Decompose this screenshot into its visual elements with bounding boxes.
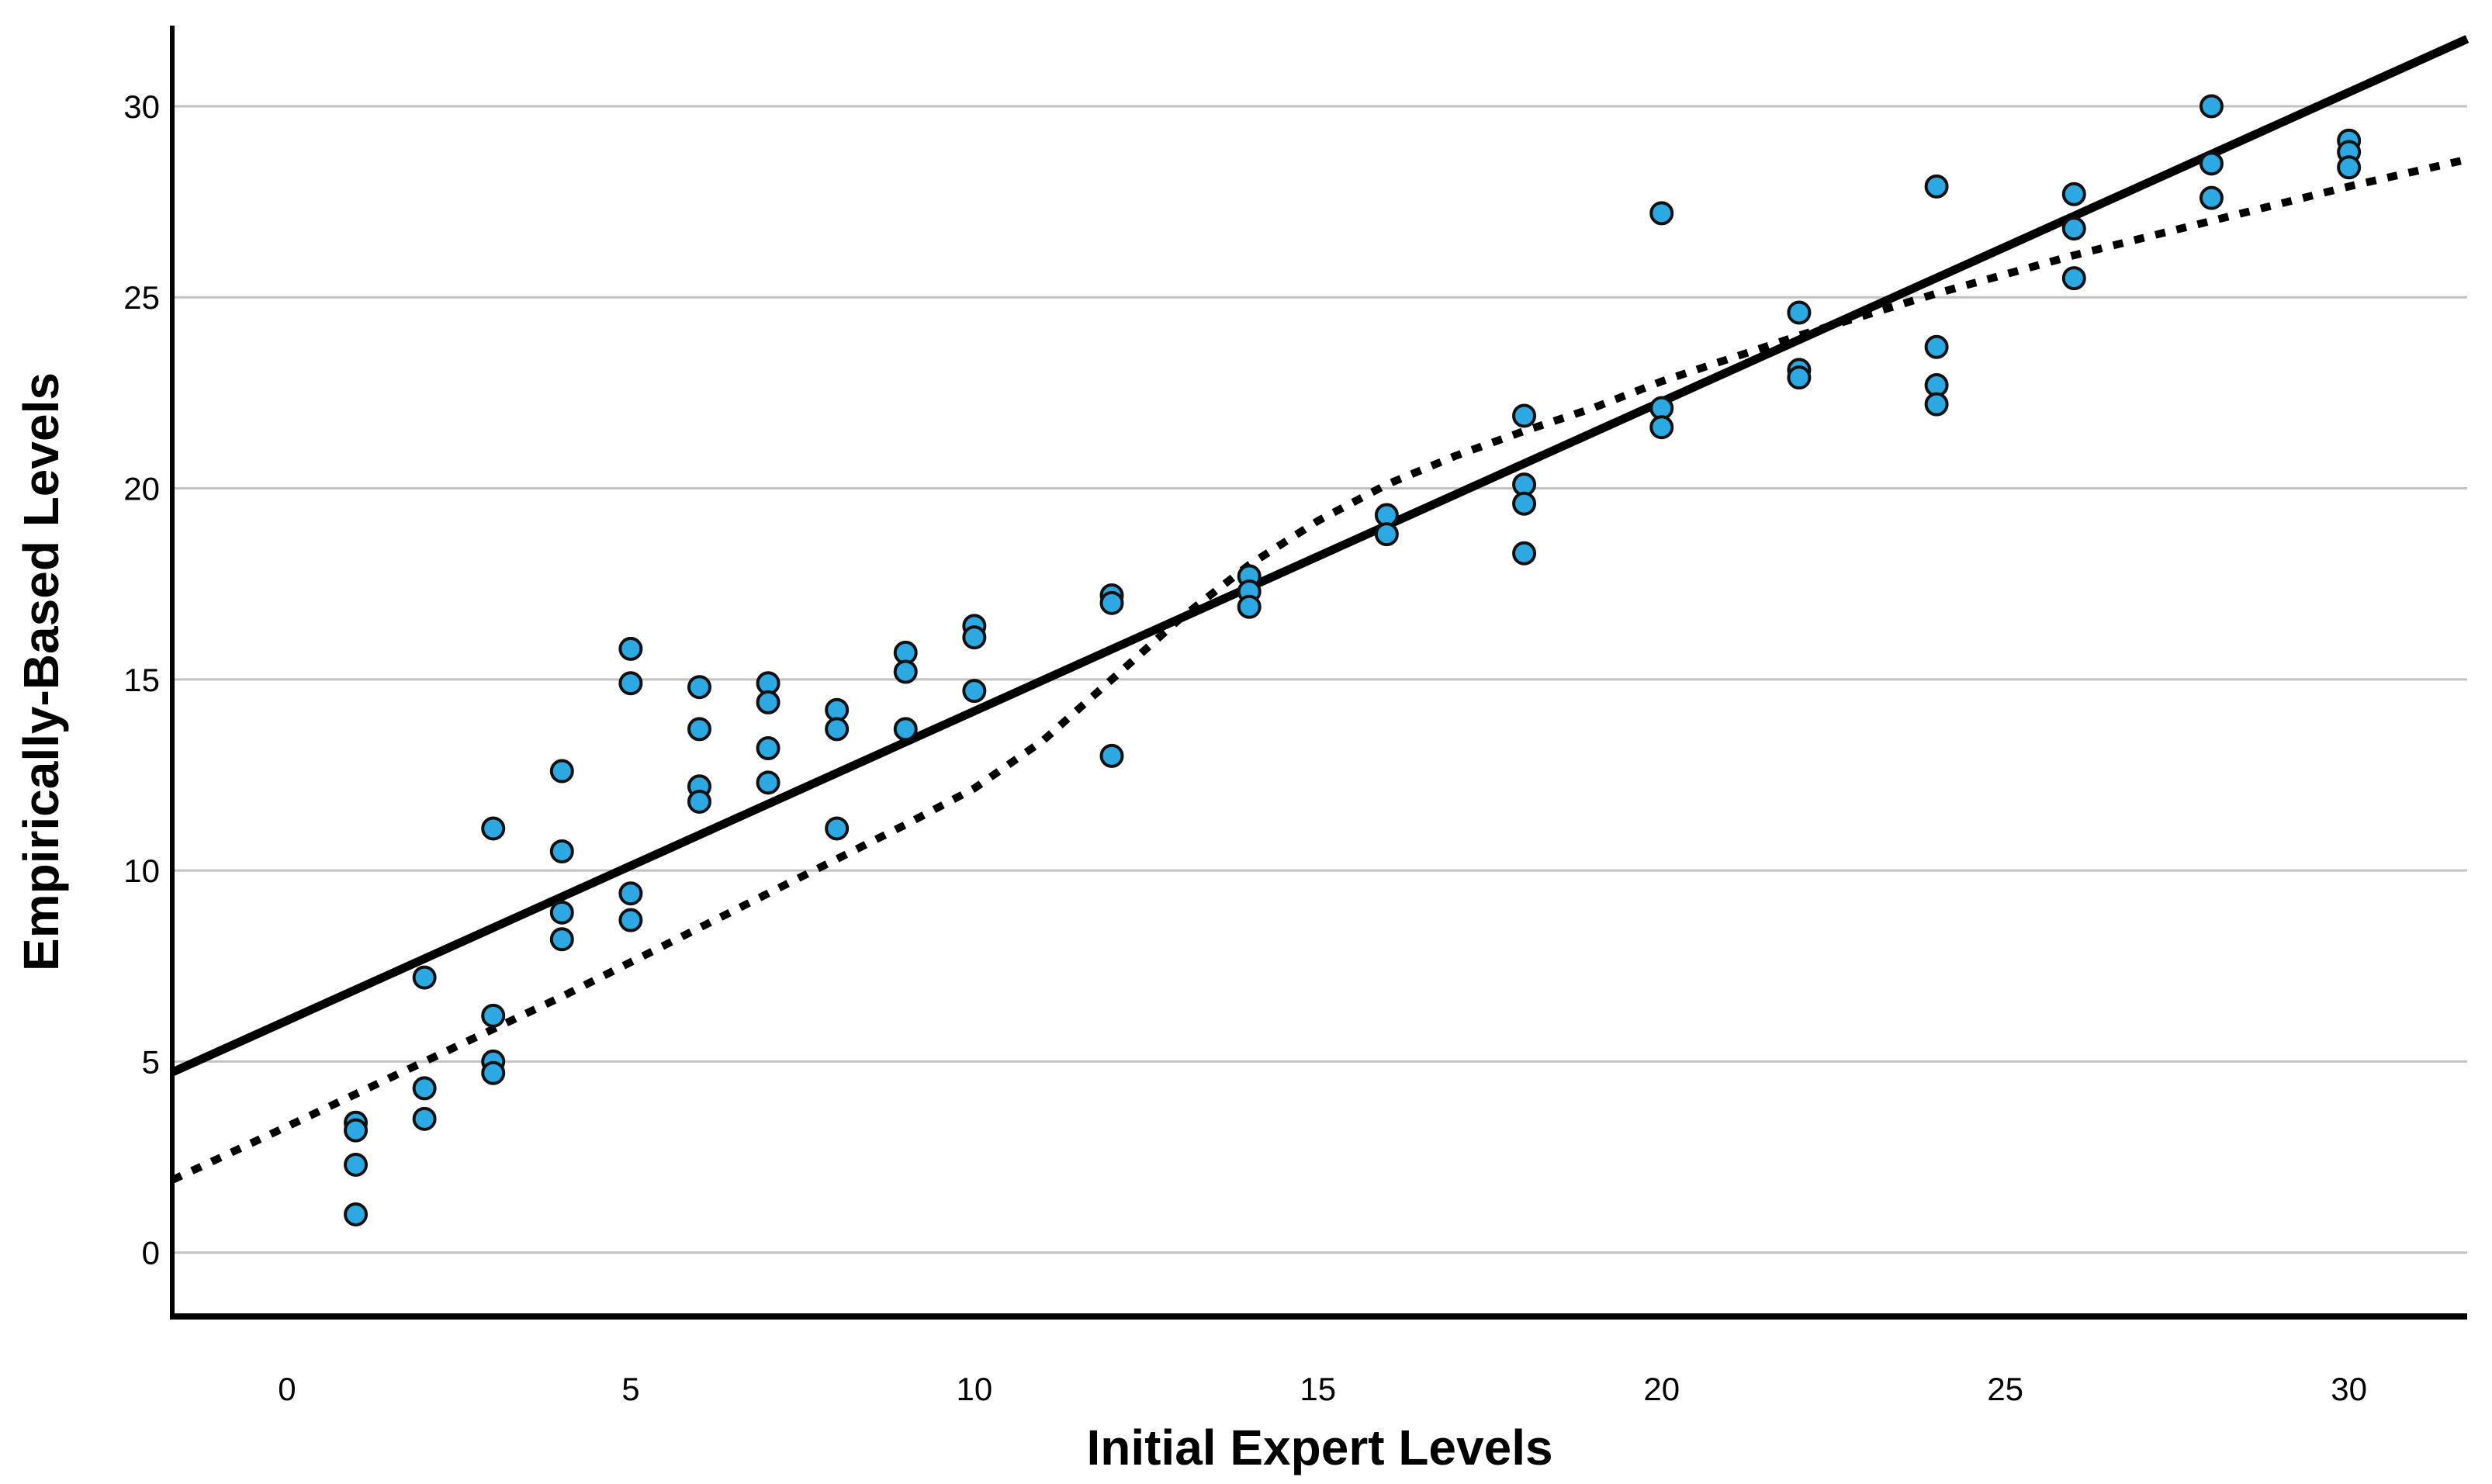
y-tick-label: 5 [142, 1043, 160, 1080]
data-point [412, 1076, 437, 1101]
data-point [687, 675, 711, 700]
grid-layer [172, 105, 2467, 1254]
data-point [481, 816, 506, 841]
x-tick-label: 30 [2331, 1371, 2367, 1407]
y-tick-label: 15 [123, 662, 160, 698]
data-point [1787, 300, 1812, 325]
y-tick-label: 25 [123, 279, 160, 316]
data-point [481, 1003, 506, 1028]
y-axis-title: Empirically-Based Levels [13, 372, 69, 971]
x-tick-label: 10 [956, 1371, 992, 1407]
data-point [1512, 491, 1537, 516]
data-point [549, 900, 574, 925]
data-point [962, 679, 987, 704]
axis-layer [170, 26, 2467, 1320]
tick-label-layer: 0 5 10 15 20 25 30 0 5 10 15 20 25 30 [123, 88, 2367, 1407]
data-point [2061, 216, 2086, 241]
data-point [549, 839, 574, 864]
data-point [1924, 174, 1949, 199]
data-point [756, 770, 780, 795]
data-point [412, 965, 437, 990]
data-point [962, 625, 987, 650]
data-point [618, 636, 643, 661]
data-point [344, 1152, 369, 1177]
data-point [2199, 151, 2224, 176]
data-point [825, 717, 850, 742]
y-tick-label: 10 [123, 853, 160, 889]
y-tick-label: 0 [142, 1235, 160, 1271]
data-point [481, 1060, 506, 1085]
y-tick-label: 30 [123, 88, 160, 125]
data-point [412, 1106, 437, 1131]
data-point [1237, 594, 1262, 619]
data-point [1649, 201, 1674, 226]
fit-line-layer [170, 35, 2470, 1184]
data-point [1924, 392, 1949, 417]
data-point [1512, 541, 1537, 566]
data-point [2199, 185, 2224, 210]
data-point [756, 736, 780, 761]
data-point-layer [344, 94, 2362, 1226]
data-point [1649, 415, 1674, 440]
data-point [2199, 94, 2224, 119]
data-point [2337, 155, 2362, 180]
data-point [1787, 365, 1812, 390]
x-tick-label: 5 [621, 1371, 639, 1407]
data-point [618, 671, 643, 696]
data-point [344, 1202, 369, 1226]
data-point [618, 881, 643, 906]
data-point [1099, 590, 1124, 615]
data-point [756, 690, 780, 714]
y-tick-label: 20 [123, 471, 160, 507]
data-point [825, 816, 850, 841]
dotted-fit-curve [170, 156, 2467, 1184]
data-point [893, 659, 918, 684]
data-point [2061, 182, 2086, 206]
x-tick-label: 20 [1643, 1371, 1680, 1407]
data-point [344, 1118, 369, 1143]
data-point [1099, 743, 1124, 768]
data-point [1374, 522, 1399, 547]
x-tick-label: 15 [1300, 1371, 1336, 1407]
data-point [687, 789, 711, 814]
x-tick-label: 0 [278, 1371, 296, 1407]
data-point [618, 908, 643, 932]
data-point [1924, 334, 1949, 359]
data-point [549, 927, 574, 952]
x-tick-label: 25 [1987, 1371, 2023, 1407]
data-point [1512, 403, 1537, 428]
data-point [549, 759, 574, 784]
x-axis-title: Initial Expert Levels [1086, 1420, 1552, 1475]
data-point [893, 717, 918, 742]
data-point [687, 717, 711, 742]
solid-fit-line [170, 35, 2470, 1077]
data-point [2061, 266, 2086, 291]
